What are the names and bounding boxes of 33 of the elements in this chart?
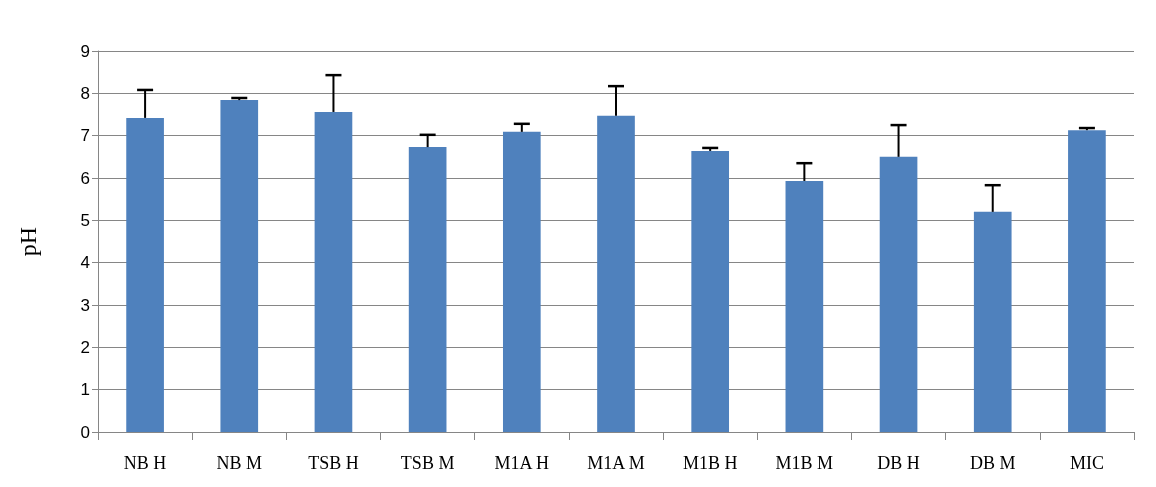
bar bbox=[220, 100, 259, 432]
y-tick-label: 3 bbox=[80, 295, 90, 315]
bar bbox=[126, 117, 164, 432]
y-tick-label: 9 bbox=[80, 41, 90, 61]
y-tick-label: 8 bbox=[80, 83, 90, 103]
y-tick-label: 5 bbox=[80, 210, 90, 230]
bar bbox=[691, 150, 730, 432]
x-tick-label: NB H bbox=[123, 453, 167, 473]
x-tick-label: TSB H bbox=[308, 453, 359, 473]
bar bbox=[879, 156, 918, 432]
x-tick-label: NB M bbox=[216, 453, 263, 473]
y-tick-label: 1 bbox=[80, 380, 90, 400]
x-tick-label: M1A H bbox=[494, 453, 550, 473]
x-tick-label: TSB M bbox=[400, 453, 455, 473]
x-tick-label: DB H bbox=[877, 453, 920, 473]
bar bbox=[973, 211, 1012, 432]
y-tick-label: 4 bbox=[80, 253, 90, 273]
x-tick-label: DB M bbox=[969, 453, 1016, 473]
x-tick-label: M1A M bbox=[587, 453, 645, 473]
bar bbox=[597, 115, 635, 432]
y-tick-label: 7 bbox=[80, 126, 90, 146]
x-tick-label: M1B M bbox=[775, 453, 834, 473]
x-tick-label: M1B H bbox=[682, 453, 738, 473]
x-tick-label: MIC bbox=[1069, 453, 1104, 473]
bar bbox=[785, 180, 824, 432]
y-tick-label: 6 bbox=[80, 168, 90, 188]
y-tick-label: 2 bbox=[80, 337, 90, 357]
bar bbox=[1068, 130, 1106, 432]
y-axis-title: pH bbox=[15, 226, 41, 257]
bar bbox=[314, 111, 353, 432]
y-tick-label: 0 bbox=[80, 422, 90, 442]
bar bbox=[408, 147, 447, 432]
bar bbox=[502, 131, 541, 432]
